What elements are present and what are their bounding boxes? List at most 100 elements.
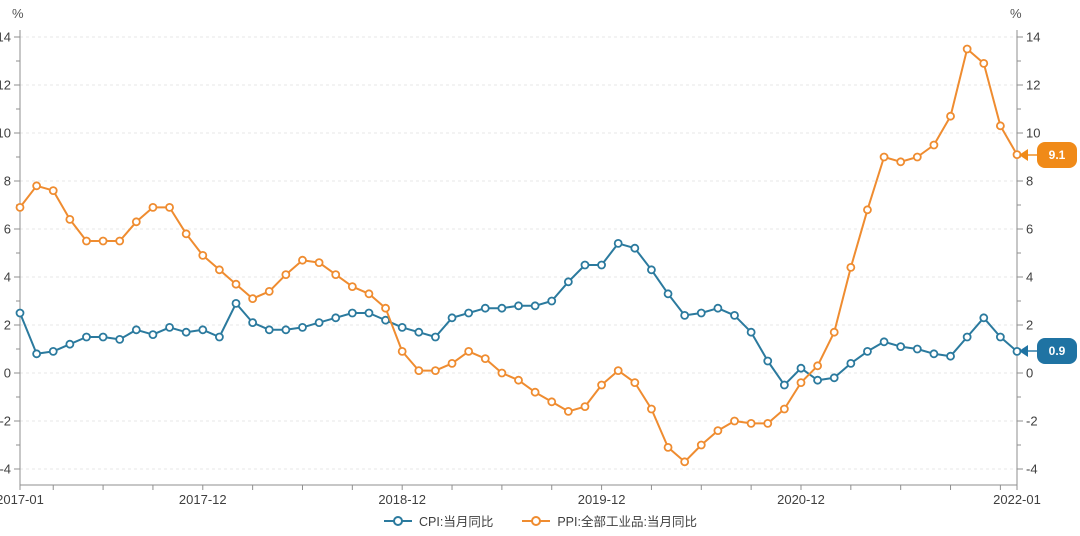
ppi-point <box>15 202 25 212</box>
ppi-point <box>813 361 822 371</box>
ppi-latest-value-tag: 9.1 <box>1019 141 1077 168</box>
ppi-point <box>331 270 341 280</box>
ppi-point <box>630 378 640 388</box>
cpi-point <box>846 358 856 368</box>
y-tick-label-left: 10 <box>0 126 11 141</box>
x-tick-label: 2022-01 <box>993 492 1041 507</box>
cpi-point <box>414 327 424 337</box>
cpi-left-arrow-icon <box>1019 345 1028 358</box>
legend-label-ppi: PPI:全部工业品:当月同比 <box>557 515 697 529</box>
cpi-point <box>148 330 158 340</box>
y-tick-label-left: 2 <box>4 318 11 333</box>
cpi-point <box>962 332 972 342</box>
y-tick-label-right: 12 <box>1026 78 1040 93</box>
ppi-point <box>912 152 922 162</box>
ppi-point <box>514 375 523 385</box>
ppi-line <box>19 48 1018 463</box>
ppi-point <box>763 418 773 428</box>
y-tick-label-left: -4 <box>0 462 11 477</box>
cpi-point <box>314 318 324 328</box>
cpi-point <box>131 325 141 335</box>
chart-legend: CPI:当月同比 PPI:全部工业品:当月同比 <box>0 511 1080 530</box>
y-tick-label-left: 14 <box>0 30 11 45</box>
y-tick-label-left: 6 <box>4 222 11 237</box>
cpi-point <box>165 322 174 332</box>
cpi-point <box>680 310 690 320</box>
ppi-point <box>746 418 756 428</box>
ppi-point <box>962 44 972 54</box>
ppi-point <box>613 366 623 376</box>
ppi-point <box>680 457 690 467</box>
ppi-point <box>464 346 474 356</box>
legend-item-cpi[interactable]: CPI:当月同比 <box>383 511 493 530</box>
cpi-point <box>647 265 656 275</box>
ppi-point <box>198 250 208 260</box>
ppi-point <box>995 121 1005 131</box>
y-tick-label-right: 10 <box>1026 126 1040 141</box>
y-tick-label-right: -2 <box>1026 414 1038 429</box>
legend-label-cpi: CPI:当月同比 <box>419 515 494 529</box>
cpi-point <box>198 325 208 335</box>
cpi-point <box>48 346 58 356</box>
ppi-point <box>796 378 806 388</box>
x-tick-label: 2017-01 <box>0 492 44 507</box>
ppi-point <box>281 270 291 280</box>
ppi-point <box>979 59 989 68</box>
ppi-point <box>647 404 656 414</box>
y-tick-label-left: 0 <box>4 366 11 381</box>
cpi-point <box>630 243 640 253</box>
ppi-point <box>597 380 606 390</box>
ppi-point <box>347 282 357 292</box>
legend-item-ppi[interactable]: PPI:全部工业品:当月同比 <box>521 511 697 530</box>
x-tick-label: 2019-12 <box>578 492 626 507</box>
cpi-point <box>530 301 540 311</box>
ppi-point <box>397 346 407 356</box>
ppi-point <box>713 426 723 436</box>
ppi-point <box>879 152 889 162</box>
ppi-left-arrow-icon <box>1019 148 1028 161</box>
cpi-point <box>115 334 125 344</box>
ppi-value-badge: 9.1 <box>1037 141 1077 168</box>
cpi-point <box>813 375 822 385</box>
cpi-point <box>381 315 390 325</box>
y-tick-label-left: 8 <box>4 174 11 189</box>
cpi-point <box>613 238 623 248</box>
cpi-point <box>331 313 341 323</box>
cpi-point <box>580 260 590 270</box>
ppi-point <box>447 358 457 368</box>
ppi-point <box>248 294 258 304</box>
cpi-point <box>447 313 457 323</box>
cpi-point <box>563 277 573 287</box>
y-axis-unit-right: % <box>1010 6 1022 21</box>
cpi-point <box>829 373 839 383</box>
ppi-point <box>829 327 839 337</box>
ppi-point <box>298 255 307 265</box>
ppi-point <box>65 214 75 224</box>
ppi-point <box>696 440 706 450</box>
ppi-point <box>115 236 125 246</box>
cpi-point <box>98 332 108 342</box>
y-tick-label-right: 2 <box>1026 318 1033 333</box>
cpi-dashed-connector <box>1028 350 1037 353</box>
ppi-line-marker-icon <box>522 515 551 526</box>
cpi-point <box>298 322 307 332</box>
cpi-point <box>497 303 507 313</box>
cpi-point <box>464 308 474 318</box>
cpi-point <box>82 332 91 342</box>
cpi-point <box>696 308 706 318</box>
cpi-point <box>663 289 673 299</box>
ppi-point <box>82 236 91 246</box>
ppi-point <box>896 157 906 167</box>
ppi-point <box>431 366 440 376</box>
ppi-point <box>131 217 141 227</box>
ppi-point <box>32 181 42 191</box>
cpi-point <box>514 301 523 311</box>
ppi-point <box>929 140 939 150</box>
y-tick-label-left: 4 <box>4 270 11 285</box>
cpi-point <box>713 303 723 313</box>
cpi-latest-value-tag: 0.9 <box>1019 338 1077 365</box>
cpi-point <box>796 363 806 373</box>
y-axis-unit-left: % <box>12 6 24 21</box>
cpi-value-badge: 0.9 <box>1037 338 1077 365</box>
cpi-point <box>763 356 773 366</box>
